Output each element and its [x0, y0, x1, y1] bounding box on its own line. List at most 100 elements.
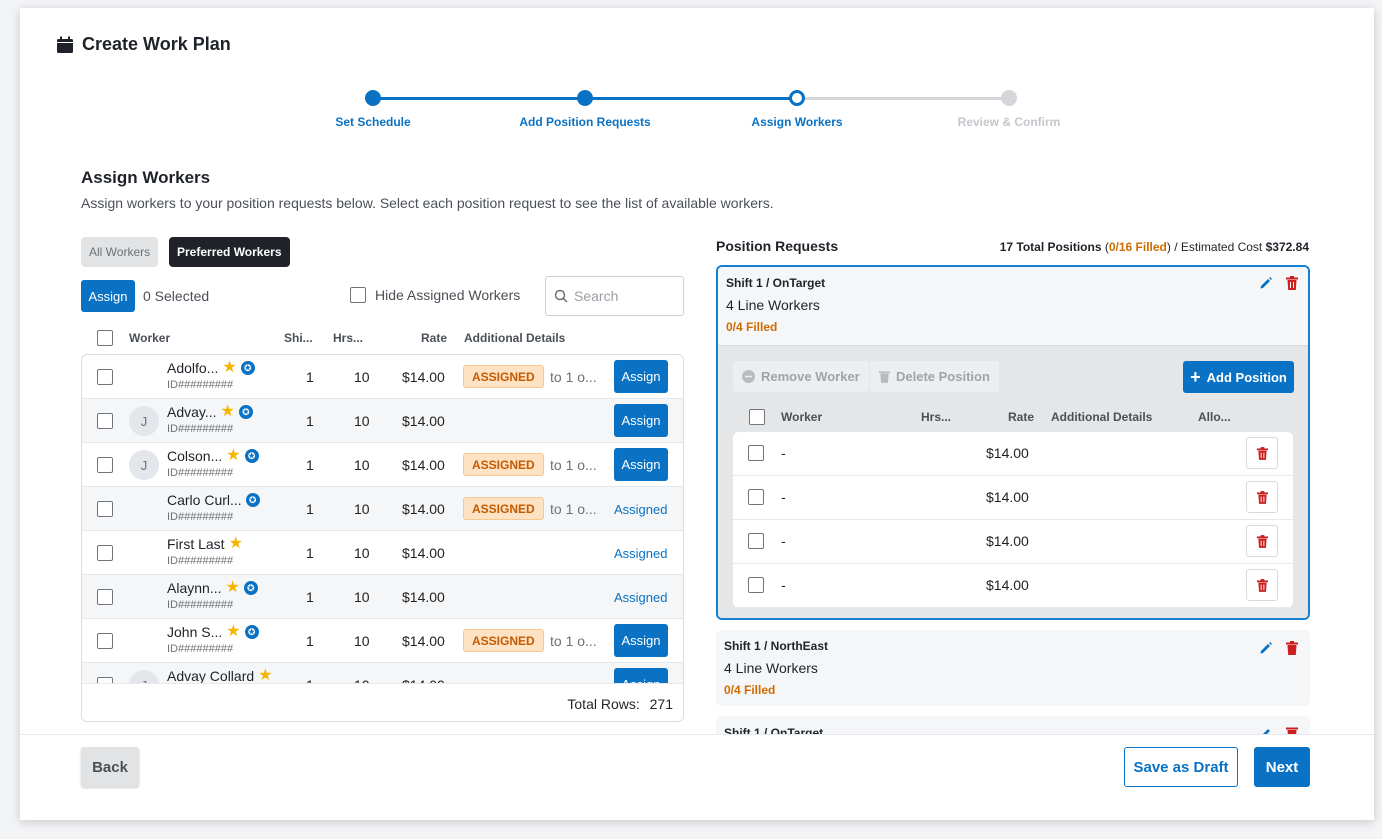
back-button[interactable]: Back [81, 747, 139, 787]
verified-badge-icon: ✪ [245, 493, 260, 507]
pencil-icon[interactable] [1259, 641, 1273, 655]
rate-cell: $14.00 [402, 413, 445, 429]
table-row[interactable]: First Last ★ ID######### 1 10 $14.00 Assigned [82, 531, 683, 575]
position-workers-table: - $14.00 - $14.00 - $14.00 - $14.00 [733, 432, 1293, 608]
shift-cell: 1 [306, 545, 314, 561]
hide-assigned-toggle[interactable]: Hide Assigned Workers [350, 287, 520, 303]
table-row[interactable]: J Advay... ★ ✪ ID######### 1 10 $14.00 Assign [82, 399, 683, 443]
page-header: Create Work Plan [56, 34, 231, 55]
assign-button[interactable]: Assign [614, 668, 668, 683]
table-row[interactable]: Alaynn... ★ ✪ ID######### 1 10 $14.00 Assigned [82, 575, 683, 619]
position-worker-row[interactable]: - $14.00 [733, 432, 1293, 476]
select-all-position-checkbox[interactable] [749, 409, 765, 425]
worker-name-wrap[interactable]: John S... ★ ✪ [167, 624, 259, 640]
selected-count: 0 Selected [143, 288, 210, 304]
trash-icon [1256, 534, 1268, 548]
worker-name[interactable]: Advay... [167, 404, 217, 420]
worker-name[interactable]: Adolfo... [167, 360, 219, 376]
row-checkbox[interactable] [97, 501, 113, 517]
hours-cell: 10 [354, 413, 370, 429]
row-checkbox[interactable] [97, 545, 113, 561]
hours-cell: 10 [354, 369, 370, 385]
delete-position-button: Delete Position [870, 361, 999, 392]
worker-name-wrap[interactable]: Alaynn... ★ ✪ [167, 580, 258, 596]
shift-cell: 1 [306, 589, 314, 605]
step-label-assign-workers[interactable]: Assign Workers [751, 115, 843, 129]
hide-assigned-checkbox[interactable] [350, 287, 366, 303]
position-detail-panel: Remove Worker Delete Position + Add Posi… [718, 345, 1308, 618]
worker-name-wrap[interactable]: Adolfo... ★ ✪ [167, 360, 255, 376]
position-worker-row[interactable]: - $14.00 [733, 564, 1293, 608]
worker-name-wrap[interactable]: Advay... ★ ✪ [167, 404, 253, 420]
col-shift[interactable]: Shi... [284, 331, 313, 345]
bulk-assign-button[interactable]: Assign [81, 280, 135, 312]
row-checkbox[interactable] [748, 445, 764, 461]
step-label-add-position-requests[interactable]: Add Position Requests [519, 115, 651, 129]
assign-button[interactable]: Assign [614, 360, 668, 393]
position-worker-row[interactable]: - $14.00 [733, 476, 1293, 520]
save-draft-button[interactable]: Save as Draft [1124, 747, 1238, 787]
worker-name[interactable]: Carlo Curl... [167, 492, 242, 508]
row-checkbox[interactable] [97, 633, 113, 649]
assigned-badge: ASSIGNED [463, 497, 544, 520]
worker-name-wrap[interactable]: First Last ★ [167, 536, 243, 553]
delete-row-button[interactable] [1246, 525, 1278, 557]
remove-worker-button: Remove Worker [733, 361, 869, 392]
shift-workers: 4 Line Workers [724, 660, 818, 676]
preferred-workers-filter[interactable]: Preferred Workers [169, 237, 290, 267]
row-checkbox[interactable] [97, 589, 113, 605]
trash-icon [1256, 490, 1268, 504]
total-rows-value: 271 [649, 696, 673, 712]
delete-row-button[interactable] [1246, 569, 1278, 601]
row-checkbox[interactable] [748, 533, 764, 549]
delete-row-button[interactable] [1246, 437, 1278, 469]
row-checkbox[interactable] [97, 369, 113, 385]
assign-button[interactable]: Assign [614, 404, 668, 437]
delete-row-button[interactable] [1246, 481, 1278, 513]
next-button[interactable]: Next [1254, 747, 1310, 787]
pencil-icon[interactable] [1259, 276, 1273, 290]
assign-button[interactable]: Assign [614, 448, 668, 481]
position-request-card-selected[interactable]: Shift 1 / OnTarget 4 Line Workers 0/4 Fi… [716, 265, 1310, 620]
row-checkbox[interactable] [748, 577, 764, 593]
hide-assigned-label: Hide Assigned Workers [375, 287, 521, 303]
position-request-card[interactable]: Shift 1 / NorthEast 4 Line Workers 0/4 F… [716, 630, 1310, 706]
worker-name-wrap[interactable]: Advay Collard ★ [167, 668, 273, 684]
worker-name-wrap[interactable]: Carlo Curl... ✪ [167, 492, 260, 508]
position-worker-row[interactable]: - $14.00 [733, 520, 1293, 564]
col-rate[interactable]: Rate [421, 331, 448, 345]
table-footer: Total Rows: 271 [82, 683, 683, 721]
table-row[interactable]: Carlo Curl... ✪ ID######### 1 10 $14.00 ASSIGN… [82, 487, 683, 531]
rate-cell: $14.00 [402, 369, 445, 385]
table-row[interactable]: John S... ★ ✪ ID######### 1 10 $14.00 ASSIGNED t… [82, 619, 683, 663]
select-all-checkbox[interactable] [97, 330, 113, 346]
worker-name[interactable]: Alaynn... [167, 580, 222, 596]
worker-name-wrap[interactable]: Colson... ★ ✪ [167, 448, 259, 464]
col-allocation: Allo... [1198, 410, 1231, 424]
all-workers-filter[interactable]: All Workers [81, 237, 159, 267]
assigned-link[interactable]: Assigned [614, 590, 668, 605]
trash-icon[interactable] [1286, 276, 1298, 290]
trash-icon[interactable] [1286, 641, 1298, 655]
row-checkbox[interactable] [97, 457, 113, 473]
row-checkbox[interactable] [97, 413, 113, 429]
row-checkbox[interactable] [748, 489, 764, 505]
worker-name[interactable]: Advay Collard [167, 668, 255, 683]
col-worker[interactable]: Worker [129, 331, 171, 345]
table-row[interactable]: J Colson... ★ ✪ ID######### 1 10 $14.00 ASSIGNED… [82, 443, 683, 487]
worker-name[interactable]: First Last [167, 536, 225, 552]
search-input[interactable]: Search [545, 276, 684, 316]
assigned-link[interactable]: Assigned [614, 546, 668, 561]
step-label-set-schedule[interactable]: Set Schedule [335, 115, 411, 129]
worker-name[interactable]: John S... [167, 624, 223, 640]
worker-name[interactable]: Colson... [167, 448, 223, 464]
assign-button[interactable]: Assign [614, 624, 668, 657]
workers-table-body[interactable]: Adolfo... ★ ✪ ID######### 1 10 $14.00 ASSIGNED t… [82, 355, 683, 683]
col-additional-details: Additional Details [464, 331, 566, 345]
assigned-link[interactable]: Assigned [614, 502, 668, 517]
table-row[interactable]: Adolfo... ★ ✪ ID######### 1 10 $14.00 ASSIGNED t… [82, 355, 683, 399]
row-checkbox[interactable] [97, 677, 113, 683]
add-position-button[interactable]: + Add Position [1183, 361, 1294, 393]
col-hours[interactable]: Hrs... [333, 331, 364, 345]
